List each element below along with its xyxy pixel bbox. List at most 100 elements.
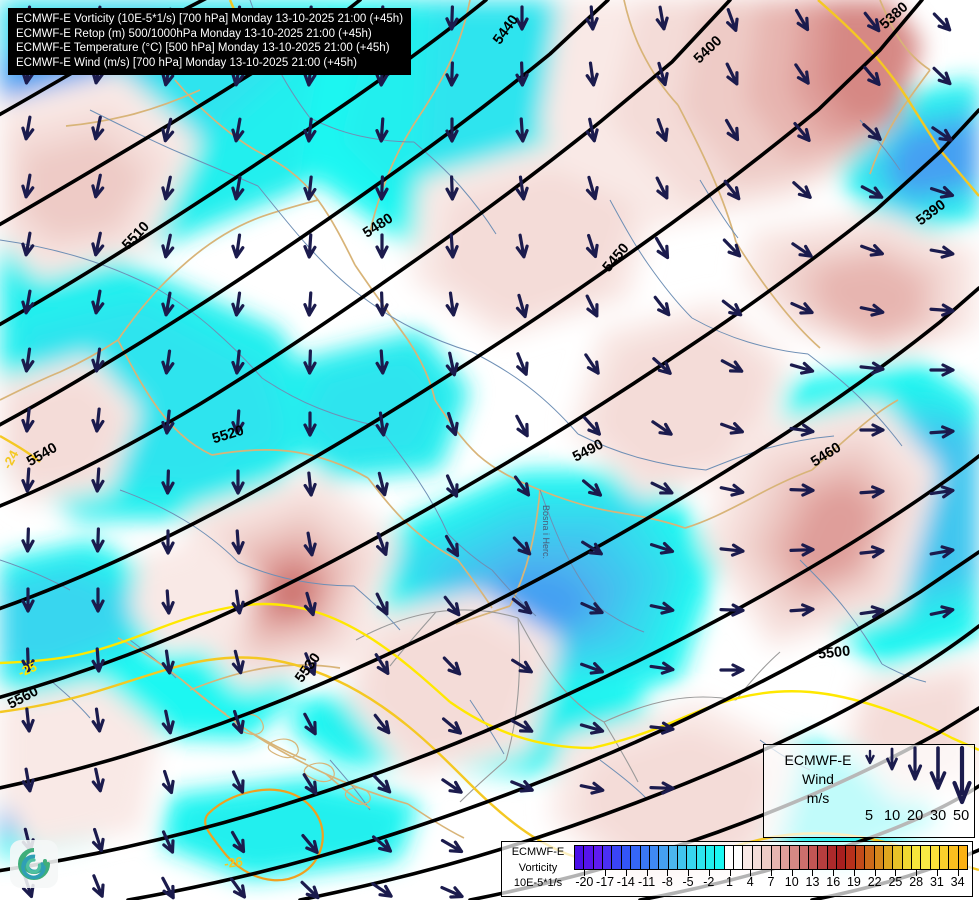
colorbar-swatch xyxy=(659,846,669,869)
place-label: Bosna i Herc. xyxy=(541,505,551,560)
colorbar-swatch xyxy=(612,846,622,869)
colorbar-swatch xyxy=(893,846,903,869)
colorbar-tick-label: 16 xyxy=(826,875,841,889)
wind-legend-units: m/s xyxy=(806,790,830,806)
colorbar-tick xyxy=(812,870,814,876)
contour-label: 5500 xyxy=(817,643,852,663)
colorbar-tick-label: 25 xyxy=(888,875,903,889)
colorbar-ticks xyxy=(574,870,968,877)
wind-speed-20: 20 xyxy=(907,808,924,824)
colorbar-swatch xyxy=(668,846,678,869)
colorbar-tick-label: 1 xyxy=(726,875,733,889)
colorbar-swatch xyxy=(631,846,641,869)
colorbar-swatch xyxy=(706,846,716,869)
colorbar-units: 10E-5*1/s xyxy=(513,877,563,889)
colorbar-tick-label: -20 xyxy=(575,875,594,889)
colorbar-tick-label: 34 xyxy=(950,875,965,889)
colorbar-tick-label: -2 xyxy=(703,875,715,889)
colorbar-swatch xyxy=(846,846,856,869)
colorbar-strip xyxy=(574,845,968,870)
colorbar-swatch xyxy=(640,846,650,869)
colorbar-tick xyxy=(895,870,897,876)
colorbar-caption: ECMWF-E Vorticity 10E-5*1/s xyxy=(504,845,572,892)
temperature-contour-label: -26 xyxy=(223,853,244,872)
colorbar-tick xyxy=(791,870,793,876)
colorbar-swatch xyxy=(771,846,781,869)
colorbar-tick xyxy=(729,870,731,876)
colorbar-swatch xyxy=(780,846,791,869)
colorbar-tick-label: 7 xyxy=(767,875,775,889)
colorbar-swatch xyxy=(799,846,809,869)
colorbar-tick-label: 19 xyxy=(846,875,861,889)
colorbar-swatch xyxy=(649,846,660,869)
colorbar-swatch xyxy=(734,846,744,869)
colorbar-swatch xyxy=(696,846,707,869)
colorbar-tick xyxy=(667,870,669,876)
colorbar-tick xyxy=(833,870,835,876)
wind-legend-field: Wind xyxy=(802,771,834,787)
colorbar-tick-labels: -20 -17 -14 -11 -8 -5 -2 1 4 7 10 13 16 19 22 25 28 31 34 xyxy=(574,875,968,893)
colorbar-swatch xyxy=(593,846,604,869)
wind-speed-10: 10 xyxy=(884,808,901,824)
colorbar-swatch xyxy=(911,846,922,869)
colorbar-swatch xyxy=(575,846,585,869)
wind-legend-arrows xyxy=(865,745,972,805)
wind-speed-30: 30 xyxy=(930,808,947,824)
colorbar-tick xyxy=(708,870,710,876)
colorbar-tick xyxy=(874,870,876,876)
map-title-box: ECMWF-E Vorticity (10E-5*1/s) [700 hPa] … xyxy=(8,8,412,75)
colorbar-swatch xyxy=(827,846,838,869)
wind-legend-model: ECMWF-E xyxy=(784,752,852,768)
title-line-retop: ECMWF-E Retop (m) 500/1000hPa Monday 13-… xyxy=(16,27,372,40)
colorbar-field: Vorticity xyxy=(518,861,558,874)
title-line-vorticity: ECMWF-E Vorticity (10E-5*1/s) [700 hPa] … xyxy=(16,13,404,25)
title-line-temperature: ECMWF-E Temperature (°C) [500 hPa] Monda… xyxy=(16,42,390,54)
brand-logo[interactable] xyxy=(10,840,58,888)
colorbar-swatch xyxy=(874,846,884,869)
colorbar-tick-label: 4 xyxy=(746,875,754,889)
colorbar-tick-label: 10 xyxy=(784,875,799,889)
wind-legend-box: ECMWF-E Wind m/s 5 10 20 30 50 xyxy=(763,744,975,838)
vorticity-colorbar-box: ECMWF-E Vorticity 10E-5*1/s -20 -17 -14 -11… xyxy=(501,841,973,897)
colorbar-tick xyxy=(750,870,752,876)
colorbar-model: ECMWF-E xyxy=(511,846,565,858)
colorbar-tick xyxy=(957,870,959,876)
colorbar-tick xyxy=(646,870,648,876)
colorbar-swatch xyxy=(940,846,950,869)
colorbar-tick xyxy=(625,870,627,876)
colorbar-swatch xyxy=(762,846,772,869)
internal-border-line xyxy=(355,609,781,803)
colorbar-swatch xyxy=(724,846,735,869)
colorbar-tick-label: 31 xyxy=(929,875,944,889)
country-border-line xyxy=(0,0,931,691)
colorbar-swatch xyxy=(902,846,912,869)
colorbar-tick xyxy=(688,870,690,876)
colorbar-tick xyxy=(853,870,855,876)
colorbar-swatch xyxy=(855,846,866,869)
colorbar-swatch xyxy=(883,846,894,869)
colorbar-swatch xyxy=(743,846,753,869)
colorbar-swatch xyxy=(837,846,847,869)
colorbar-tick xyxy=(771,870,772,876)
colorbar-swatch xyxy=(621,846,632,869)
colorbar-swatch xyxy=(687,846,697,869)
colorbar-tick xyxy=(605,870,607,876)
wind-legend-text: ECMWF-E Wind m/s xyxy=(770,751,866,808)
title-line-wind: ECMWF-E Wind (m/s) [700 hPa] Monday 13-1… xyxy=(16,56,357,69)
colorbar-tick-label: -11 xyxy=(638,875,656,889)
colorbar-tick-label: -5 xyxy=(682,875,694,889)
colorbar-tick-label: -8 xyxy=(661,875,673,889)
colorbar-swatch xyxy=(930,846,941,869)
colorbar-swatch xyxy=(677,846,688,869)
colorbar-tick xyxy=(936,870,938,876)
swirl-icon xyxy=(18,848,50,880)
colorbar-swatch xyxy=(818,846,828,869)
colorbar-swatch xyxy=(865,846,875,869)
colorbar-tick-label: -17 xyxy=(596,875,615,889)
colorbar-swatch xyxy=(584,846,594,869)
colorbar-swatch xyxy=(715,846,725,869)
wind-speed-50: 50 xyxy=(953,808,970,824)
